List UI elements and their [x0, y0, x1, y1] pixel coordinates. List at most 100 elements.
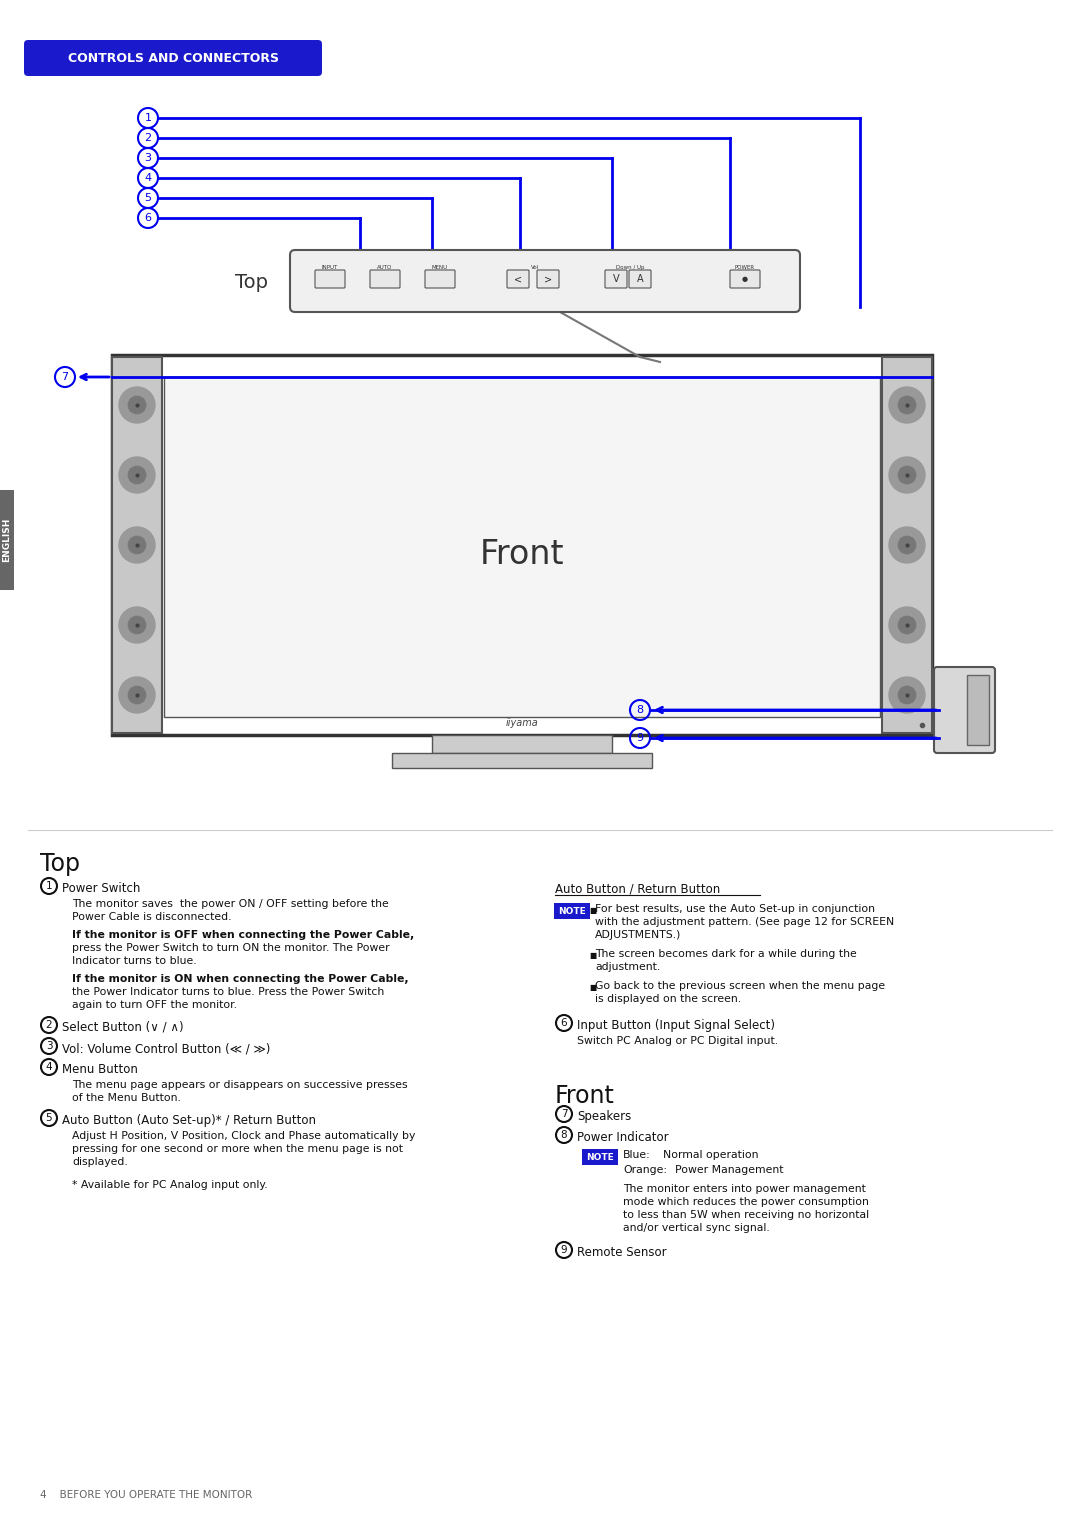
Circle shape [889, 457, 924, 494]
Text: press the Power Switch to turn ON the monitor. The Power: press the Power Switch to turn ON the mo… [72, 943, 390, 953]
Circle shape [897, 536, 916, 555]
Circle shape [889, 607, 924, 643]
Text: Power Management: Power Management [675, 1164, 783, 1175]
Text: Speakers: Speakers [577, 1109, 631, 1123]
Text: ADJUSTMENTS.): ADJUSTMENTS.) [595, 931, 681, 940]
Circle shape [129, 536, 146, 555]
Text: <: < [514, 274, 522, 284]
Text: ■: ■ [589, 906, 596, 915]
Text: Blue:: Blue: [623, 1151, 651, 1160]
Circle shape [119, 527, 156, 562]
Circle shape [889, 527, 924, 562]
FancyBboxPatch shape [370, 270, 400, 287]
Text: Auto Button / Return Button: Auto Button / Return Button [555, 882, 720, 895]
FancyBboxPatch shape [426, 270, 455, 287]
Circle shape [897, 466, 916, 484]
Text: Switch PC Analog or PC Digital input.: Switch PC Analog or PC Digital input. [577, 1036, 778, 1047]
FancyBboxPatch shape [315, 270, 345, 287]
Text: For best results, use the Auto Set-up in conjunction: For best results, use the Auto Set-up in… [595, 905, 875, 914]
Text: 8: 8 [636, 704, 644, 715]
Bar [112, 354, 932, 735]
Text: again to turn OFF the monitor.: again to turn OFF the monitor. [72, 999, 237, 1010]
FancyBboxPatch shape [537, 270, 559, 287]
FancyBboxPatch shape [582, 1149, 618, 1164]
Text: 6: 6 [561, 1018, 567, 1028]
FancyBboxPatch shape [605, 270, 627, 287]
Text: is displayed on the screen.: is displayed on the screen. [595, 995, 741, 1004]
Text: ■: ■ [589, 983, 596, 992]
Bar [882, 358, 932, 733]
Text: POWER: POWER [734, 264, 755, 270]
Text: 7: 7 [561, 1109, 567, 1118]
Text: If the monitor is ON when connecting the Power Cable,: If the monitor is ON when connecting the… [72, 973, 408, 984]
FancyBboxPatch shape [629, 270, 651, 287]
Text: 5: 5 [145, 193, 151, 203]
Text: to less than 5W when receiving no horizontal: to less than 5W when receiving no horizo… [623, 1210, 869, 1219]
Text: MENU: MENU [432, 264, 448, 270]
Text: iiyama: iiyama [505, 718, 538, 727]
Circle shape [119, 607, 156, 643]
Text: The monitor enters into power management: The monitor enters into power management [623, 1184, 866, 1193]
Text: Go back to the previous screen when the menu page: Go back to the previous screen when the … [595, 981, 886, 992]
Text: ■: ■ [589, 950, 596, 960]
Text: Front: Front [480, 538, 564, 571]
Text: Top: Top [235, 272, 268, 292]
Text: Vol: Vol [531, 264, 539, 270]
Text: 4    BEFORE YOU OPERATE THE MONITOR: 4 BEFORE YOU OPERATE THE MONITOR [40, 1490, 253, 1500]
Text: If the monitor is OFF when connecting the Power Cable,: If the monitor is OFF when connecting th… [72, 931, 415, 940]
Circle shape [129, 686, 146, 704]
Bar [164, 377, 880, 717]
Text: Indicator turns to blue.: Indicator turns to blue. [72, 957, 197, 966]
Text: The menu page appears or disappears on successive presses: The menu page appears or disappears on s… [72, 1080, 407, 1089]
Text: INPUT: INPUT [322, 264, 338, 270]
Text: 2: 2 [45, 1021, 52, 1030]
Text: pressing for one second or more when the menu page is not: pressing for one second or more when the… [72, 1144, 403, 1154]
Text: NOTE: NOTE [586, 1152, 613, 1161]
Text: Adjust H Position, V Position, Clock and Phase automatically by: Adjust H Position, V Position, Clock and… [72, 1131, 416, 1141]
Circle shape [129, 396, 146, 414]
Text: * Available for PC Analog input only.: * Available for PC Analog input only. [72, 1180, 268, 1190]
Text: Down / Up: Down / Up [616, 264, 645, 270]
Circle shape [129, 466, 146, 484]
Text: Power Indicator: Power Indicator [577, 1131, 669, 1144]
FancyBboxPatch shape [934, 668, 995, 753]
Text: >: > [544, 274, 552, 284]
Circle shape [897, 396, 916, 414]
Text: AUTO: AUTO [377, 264, 393, 270]
Text: mode which reduces the power consumption: mode which reduces the power consumption [623, 1196, 869, 1207]
Circle shape [129, 616, 146, 634]
FancyBboxPatch shape [507, 270, 529, 287]
Text: displayed.: displayed. [72, 1157, 127, 1167]
Text: and/or vertical sync signal.: and/or vertical sync signal. [623, 1222, 770, 1233]
Text: Auto Button (Auto Set-up)* / Return Button: Auto Button (Auto Set-up)* / Return Butt… [62, 1114, 316, 1128]
Circle shape [119, 387, 156, 423]
FancyBboxPatch shape [554, 903, 590, 918]
Text: adjustment.: adjustment. [595, 963, 660, 972]
Text: CONTROLS AND CONNECTORS: CONTROLS AND CONNECTORS [67, 52, 279, 64]
Text: 1: 1 [45, 882, 52, 891]
Bar [0, 490, 14, 590]
Text: Remote Sensor: Remote Sensor [577, 1245, 666, 1259]
Bar [432, 735, 612, 753]
Bar [967, 675, 989, 746]
Text: the Power Indicator turns to blue. Press the Power Switch: the Power Indicator turns to blue. Press… [72, 987, 384, 996]
Text: 4: 4 [145, 173, 151, 183]
Text: A: A [637, 274, 644, 284]
FancyBboxPatch shape [730, 270, 760, 287]
Text: ENGLISH: ENGLISH [2, 518, 12, 562]
Text: Front: Front [555, 1083, 615, 1108]
Text: 8: 8 [561, 1131, 567, 1140]
Text: Power Cable is disconnected.: Power Cable is disconnected. [72, 912, 231, 921]
Text: 4: 4 [45, 1062, 52, 1073]
Text: 3: 3 [145, 153, 151, 163]
Circle shape [897, 616, 916, 634]
Text: 7: 7 [62, 371, 68, 382]
Bar [112, 358, 162, 733]
Circle shape [889, 677, 924, 714]
Text: Menu Button: Menu Button [62, 1063, 138, 1076]
Text: 1: 1 [145, 113, 151, 122]
Text: of the Menu Button.: of the Menu Button. [72, 1093, 180, 1103]
Circle shape [119, 677, 156, 714]
Text: 9: 9 [636, 733, 644, 743]
Text: NOTE: NOTE [558, 906, 585, 915]
